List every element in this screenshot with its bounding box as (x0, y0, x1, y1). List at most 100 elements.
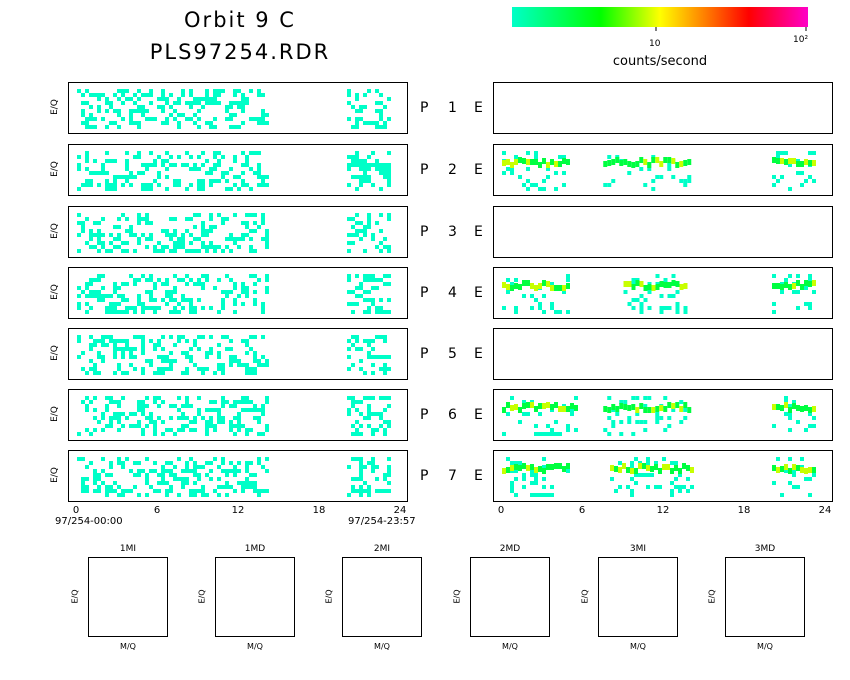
heatmap-cell (659, 416, 664, 420)
heatmap-band-cell (514, 404, 518, 410)
heatmap-cell (367, 175, 371, 179)
heatmap-cell (93, 93, 97, 97)
heatmap-band-cell (550, 159, 554, 165)
heatmap-band-cell (631, 404, 636, 410)
heatmap-cell (137, 473, 141, 477)
heatmap-cell (85, 302, 89, 306)
heatmap-cell (105, 473, 109, 477)
heatmap-cell (201, 245, 205, 249)
heatmap-cell (659, 294, 664, 298)
heatmap-cell (772, 274, 776, 278)
heatmap-cell (181, 469, 185, 473)
heatmap-cell (113, 302, 117, 306)
heatmap-cell (169, 249, 173, 253)
heatmap-cell (367, 306, 371, 310)
heatmap-cell (249, 274, 253, 278)
heatmap-cell (205, 249, 209, 253)
heatmap-cell (363, 339, 367, 343)
title-file: PLS97254.RDR (149, 40, 331, 64)
heatmap-cell (181, 485, 185, 489)
heatmap-cell (181, 416, 185, 420)
heatmap-cell (161, 97, 165, 101)
left-panel-3 (68, 206, 408, 258)
heatmap-cell (792, 290, 796, 294)
heatmap-cell (363, 416, 367, 420)
heatmap-cell (233, 155, 237, 159)
heatmap-band-cell (812, 160, 816, 166)
heatmap-cell (530, 481, 534, 485)
heatmap-cell (558, 432, 562, 436)
heatmap-cell (177, 125, 181, 129)
heatmap-cell (229, 113, 233, 117)
heatmap-band-cell (510, 465, 514, 471)
heatmap-band-cell (566, 159, 570, 165)
heatmap-band-cell (663, 157, 668, 163)
heatmap-cell (371, 274, 375, 278)
heatmap-cell (261, 117, 265, 121)
heatmap-cell (141, 274, 145, 278)
heatmap-cell (347, 302, 351, 306)
heatmap-cell (237, 416, 241, 420)
heatmap-cell (257, 408, 261, 412)
heatmap-cell (245, 481, 249, 485)
heatmap-cell (117, 347, 121, 351)
heatmap-cell (241, 424, 245, 428)
heatmap-cell (149, 420, 153, 424)
heatmap-cell (639, 310, 644, 314)
heatmap-cell (185, 396, 189, 400)
heatmap-cell (792, 485, 796, 489)
heatmap-cell (643, 298, 648, 302)
heatmap-cell (623, 290, 628, 294)
heatmap-cell (662, 457, 666, 461)
heatmap-cell (241, 105, 245, 109)
heatmap-cell (249, 237, 253, 241)
heatmap-cell (81, 457, 85, 461)
heatmap-cell (379, 163, 383, 167)
heatmap-cell (550, 432, 554, 436)
heatmap-cell (655, 175, 660, 179)
heatmap-cell (217, 493, 221, 497)
heatmap-cell (81, 477, 85, 481)
heatmap-cell (121, 89, 125, 93)
heatmap-cell (173, 229, 177, 233)
heatmap-cell (161, 121, 165, 125)
heatmap-band-cell (522, 403, 526, 409)
heatmap-band-cell (784, 159, 788, 165)
heatmap-cell (375, 109, 379, 113)
heatmap-cell (522, 477, 526, 481)
heatmap-band-cell (671, 158, 676, 164)
heatmap-cell (245, 477, 249, 481)
y-axis-label: E/Q (50, 161, 60, 177)
heatmap-cell (233, 93, 237, 97)
heatmap-cell (683, 183, 688, 187)
heatmap-cell (351, 163, 355, 167)
heatmap-cell (229, 233, 233, 237)
heatmap-band-cell (607, 160, 612, 166)
heatmap-cell (105, 343, 109, 347)
heatmap-cell (145, 481, 149, 485)
heatmap-cell (241, 302, 245, 306)
heatmap-cell (169, 93, 173, 97)
heatmap-cell (796, 171, 800, 175)
heatmap-cell (683, 408, 688, 412)
heatmap-band-cell (804, 405, 808, 411)
heatmap-band-cell (530, 464, 534, 470)
heatmap-band-cell (776, 158, 780, 164)
heatmap-cell (261, 121, 265, 125)
mass-y-label: E/Q (580, 589, 590, 604)
colorbar (512, 7, 808, 27)
y-axis-label: E/Q (50, 345, 60, 361)
heatmap-cell (209, 424, 213, 428)
heatmap-cell (137, 151, 141, 155)
heatmap-band-cell (558, 285, 562, 291)
heatmap-cell (181, 477, 185, 481)
heatmap-cell (355, 428, 359, 432)
heatmap-cell (173, 233, 177, 237)
heatmap-cell (383, 367, 387, 371)
heatmap-cell (205, 97, 209, 101)
heatmap-cell (105, 404, 109, 408)
heatmap-cell (367, 89, 371, 93)
heatmap-cell (109, 461, 113, 465)
heatmap-cell (788, 404, 792, 408)
heatmap-cell (193, 113, 197, 117)
